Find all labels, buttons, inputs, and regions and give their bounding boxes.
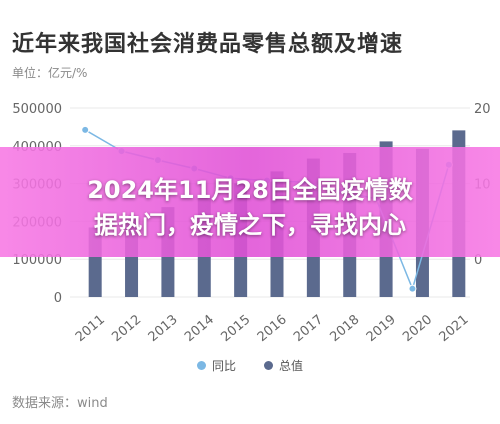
legend-item-yoy[interactable]: 同比 — [196, 357, 236, 374]
headline-line-1: 2024年11月28日全国疫情数 — [87, 176, 413, 204]
legend-item-total[interactable]: 总值 — [264, 357, 303, 374]
x-tick-label: 2015 — [218, 312, 253, 345]
x-tick-label: 2013 — [146, 312, 181, 345]
y-right-tick-label: 0 — [474, 253, 482, 268]
chart-title: 近年来我国社会消费品零售总额及增速 — [12, 32, 404, 57]
x-tick-label: 2019 — [364, 312, 399, 345]
x-tick-label: 2017 — [291, 312, 326, 345]
x-tick-label: 2018 — [327, 312, 362, 345]
unit-label: 单位：亿元/% — [12, 66, 88, 80]
source-note: 数据来源：wind — [12, 396, 108, 411]
x-tick-label: 2020 — [400, 312, 435, 345]
line-point — [408, 284, 417, 293]
x-axis-ticks: 2011 2012 2013 2014 2015 2016 2017 2018 2019 2020… — [73, 312, 472, 345]
y-left-tick-label: 500000 — [12, 102, 62, 117]
x-tick-label: 2012 — [109, 312, 144, 345]
headline-text: 2024年11月28日全国疫情数 据热门，疫情之下，寻找内心 — [10, 173, 490, 243]
legend-label-yoy: 同比 — [211, 359, 236, 373]
legend: 同比 总值 — [0, 357, 500, 374]
line-point — [81, 125, 90, 134]
legend-bar-marker — [264, 361, 273, 370]
y-left-tick-label: 0 — [54, 291, 62, 306]
y-right-tick-label: 20 — [474, 102, 491, 117]
legend-label-total: 总值 — [279, 359, 304, 373]
x-tick-label: 2011 — [73, 312, 108, 345]
legend-line-marker — [196, 361, 206, 370]
x-tick-label: 2021 — [437, 312, 472, 345]
headline-line-2: 据热门，疫情之下，寻找内心 — [94, 211, 406, 239]
headline-banner: 2024年11月28日全国疫情数 据热门，疫情之下，寻找内心 — [0, 147, 500, 257]
x-tick-label: 2016 — [255, 312, 290, 345]
x-tick-label: 2014 — [182, 312, 217, 345]
